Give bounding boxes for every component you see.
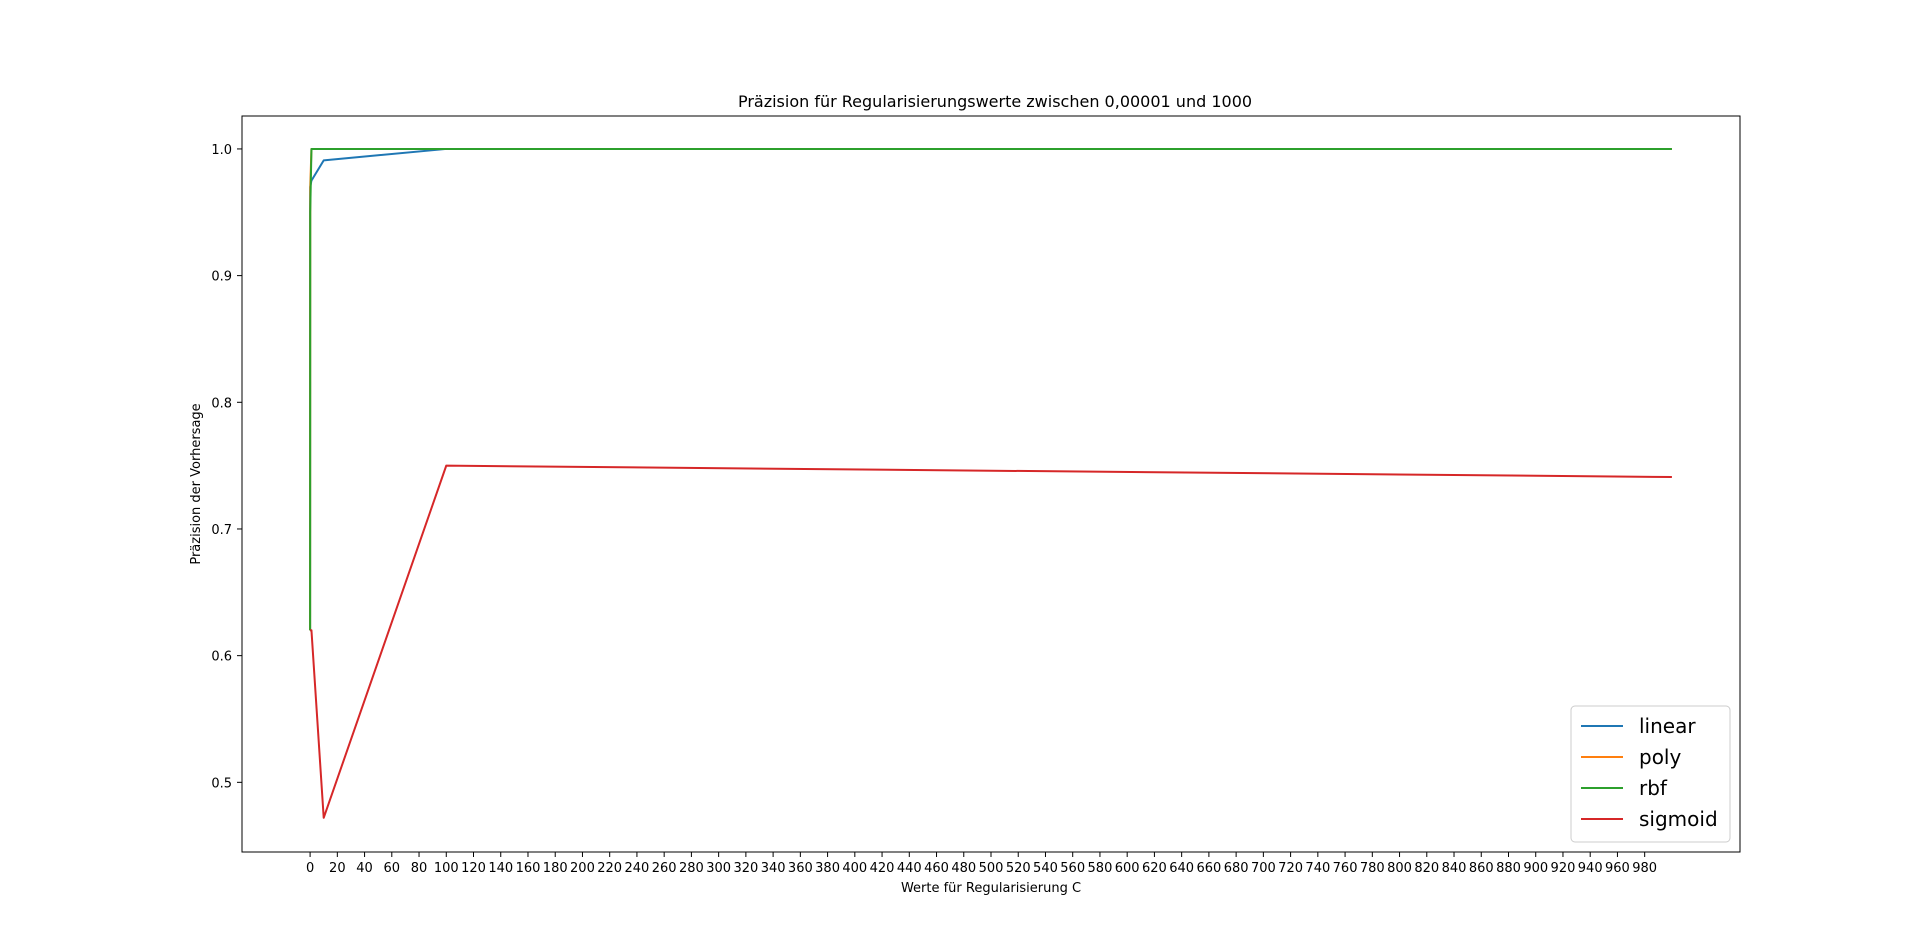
series-line-poly	[309, 147, 1672, 632]
x-tick-label: 80	[411, 861, 428, 876]
x-tick-label: 260	[652, 861, 677, 876]
x-tick-label: 340	[761, 861, 786, 876]
chart-title: Präzision für Regularisierungswerte zwis…	[738, 92, 1252, 111]
x-tick-label: 720	[1278, 861, 1303, 876]
x-tick-label: 120	[461, 861, 486, 876]
x-tick-label: 100	[434, 861, 459, 876]
x-tick-label: 600	[1115, 861, 1140, 876]
x-tick-label: 300	[706, 861, 731, 876]
y-tick-label: 1.0	[211, 143, 232, 158]
legend-label-poly: poly	[1639, 745, 1681, 769]
y-tick-label: 0.8	[211, 396, 232, 411]
x-tick-label: 940	[1578, 861, 1603, 876]
x-tick-label: 20	[329, 861, 346, 876]
x-tick-label: 480	[951, 861, 976, 876]
x-tick-label: 520	[1006, 861, 1031, 876]
x-tick-label: 500	[979, 861, 1004, 876]
x-tick-label: 420	[870, 861, 895, 876]
x-tick-label: 220	[597, 861, 622, 876]
x-tick-label: 240	[625, 861, 650, 876]
x-tick-label: 840	[1442, 861, 1467, 876]
series-line-rbf	[309, 147, 1672, 632]
x-tick-label: 680	[1224, 861, 1249, 876]
x-tick-label: 320	[733, 861, 758, 876]
legend-label-rbf: rbf	[1639, 776, 1668, 800]
x-axis-label: Werte für Regularisierung C	[901, 881, 1081, 896]
x-tick-label: 740	[1305, 861, 1330, 876]
x-tick-label: 800	[1387, 861, 1412, 876]
x-tick-label: 560	[1060, 861, 1085, 876]
x-tick-label: 620	[1142, 861, 1167, 876]
y-axis: 0.5 0.6 0.7 0.8 0.9 1.0	[211, 143, 242, 791]
x-tick-label: 200	[570, 861, 595, 876]
x-tick-label: 920	[1551, 861, 1576, 876]
x-tick-label: 400	[842, 861, 867, 876]
x-tick-label: 780	[1360, 861, 1385, 876]
x-tick-label: 360	[788, 861, 813, 876]
x-tick-label: 660	[1196, 861, 1221, 876]
x-tick-label: 160	[516, 861, 541, 876]
x-tick-label: 900	[1523, 861, 1548, 876]
x-tick-label: 700	[1251, 861, 1276, 876]
x-tick-label: 380	[815, 861, 840, 876]
x-tick-label: 880	[1496, 861, 1521, 876]
series-line-sigmoid	[309, 464, 1672, 819]
y-tick-label: 0.6	[211, 650, 232, 665]
x-tick-label: 140	[488, 861, 513, 876]
series-line-linear	[309, 147, 1672, 631]
plot-frame	[241, 115, 1741, 853]
x-tick-label: 820	[1414, 861, 1439, 876]
x-tick-label: 860	[1469, 861, 1494, 876]
legend-label-sigmoid: sigmoid	[1639, 807, 1718, 831]
legend-frame	[1570, 705, 1731, 843]
plot-lines	[309, 147, 1672, 819]
x-tick-label: 440	[897, 861, 922, 876]
x-tick-label: 460	[924, 861, 949, 876]
x-tick-label: 40	[356, 861, 373, 876]
x-tick-label: 580	[1088, 861, 1113, 876]
x-tick-label: 280	[679, 861, 704, 876]
legend: linear poly rbf sigmoid	[1570, 705, 1731, 843]
x-tick-label: 760	[1333, 861, 1358, 876]
x-tick-label: 980	[1632, 861, 1657, 876]
y-axis-label: Präzision der Vorhersage	[189, 403, 204, 564]
x-tick-label: 180	[543, 861, 568, 876]
y-tick-label: 0.5	[211, 776, 232, 791]
y-tick-label: 0.7	[211, 523, 232, 538]
x-tick-label: 0	[306, 861, 314, 876]
y-tick-label: 0.9	[211, 270, 232, 285]
x-tick-label: 640	[1169, 861, 1194, 876]
x-tick-label: 540	[1033, 861, 1058, 876]
x-tick-label: 960	[1605, 861, 1630, 876]
x-axis: 0 20 40 60 80 100 120 140 160 180 200 220 240 260 280 3…	[306, 852, 1657, 876]
x-tick-label: 60	[384, 861, 401, 876]
legend-label-linear: linear	[1639, 714, 1696, 738]
